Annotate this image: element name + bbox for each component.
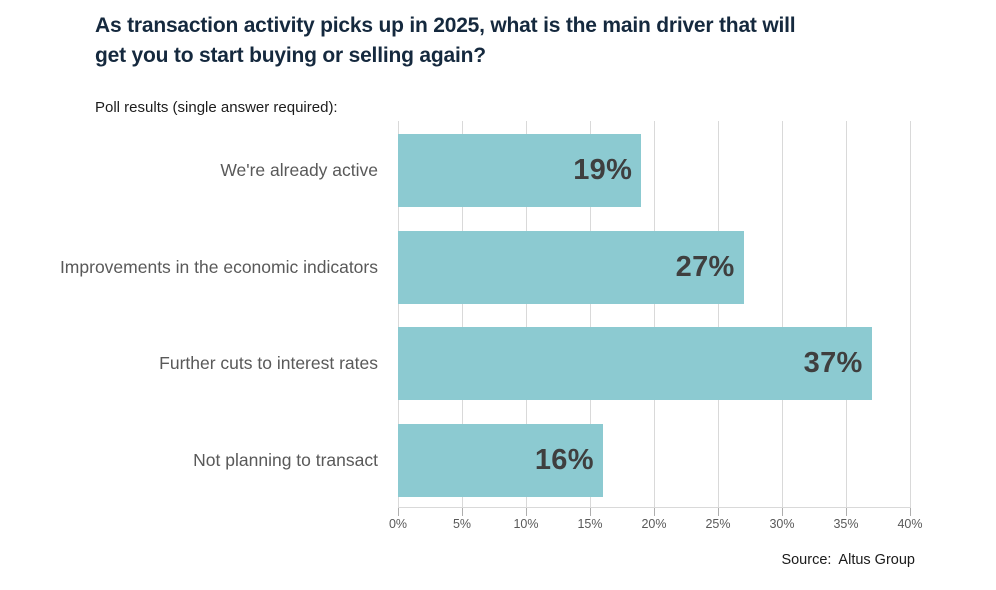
gridline (462, 121, 463, 507)
bar-track: 37% (398, 327, 910, 400)
x-tick-mark (526, 508, 527, 516)
x-tick-mark (590, 508, 591, 516)
bar-value-label: 27% (675, 251, 735, 283)
gridline (654, 121, 655, 507)
category-label: Further cuts to interest rates (159, 353, 378, 373)
x-tick-mark (398, 508, 399, 516)
x-tick-label: 40% (897, 517, 923, 531)
bar-value-label: 16% (534, 444, 594, 476)
x-tick-label: 30% (769, 517, 795, 531)
bar-track: 27% (398, 231, 910, 304)
x-tick-label: 35% (833, 517, 859, 531)
bar-track: 19% (398, 134, 910, 207)
bar-economic-indicators: 27% (398, 231, 744, 304)
bar-value-label: 37% (803, 347, 863, 379)
category-label: We're already active (220, 160, 378, 180)
source-note: Source: Altus Group (781, 552, 915, 568)
gridline (846, 121, 847, 507)
x-axis-line (398, 507, 911, 508)
gridline (782, 121, 783, 507)
x-tick-mark (782, 508, 783, 516)
chart-subtitle: Poll results (single answer required): (95, 99, 338, 116)
gridline (590, 121, 591, 507)
x-tick-mark (910, 508, 911, 516)
bar-were-already-active: 19% (398, 134, 642, 207)
bar-track: 16% (398, 424, 910, 497)
chart-title-line1: As transaction activity picks up in 2025… (95, 14, 796, 37)
x-tick-label: 20% (641, 517, 667, 531)
gridlines (398, 121, 911, 507)
x-tick-mark (846, 508, 847, 516)
gridline (526, 121, 527, 507)
x-tick-mark (654, 508, 655, 516)
bar-not-planning-to-transact: 16% (398, 424, 603, 497)
x-tick-label: 5% (452, 517, 472, 531)
gridline (910, 121, 911, 507)
x-tick-label: 25% (705, 517, 731, 531)
x-tick-mark (462, 508, 463, 516)
source-value: Altus Group (838, 552, 915, 568)
source-prefix: Source: (781, 552, 832, 568)
x-tick-mark (718, 508, 719, 516)
category-label: Not planning to transact (193, 450, 378, 470)
chart-title-line2: get you to start buying or selling again… (95, 44, 486, 67)
chart-title: As transaction activity picks up in 2025… (95, 11, 796, 71)
bar-value-label: 19% (573, 154, 633, 186)
gridline (398, 121, 399, 507)
category-label: Improvements in the economic indicators (59, 257, 378, 277)
gridline (718, 121, 719, 507)
x-tick-label: 0% (388, 517, 408, 531)
bar-interest-rate-cuts: 37% (398, 327, 872, 400)
x-tick-label: 10% (513, 517, 539, 531)
x-tick-label: 15% (577, 517, 603, 531)
